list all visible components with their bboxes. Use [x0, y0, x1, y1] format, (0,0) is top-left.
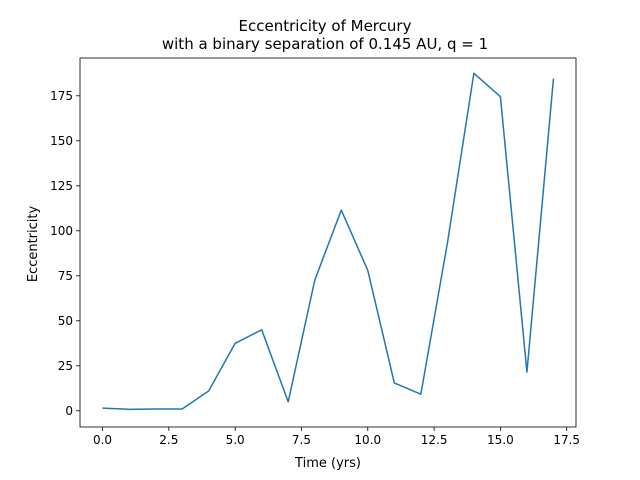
y-tick-label: 0 — [65, 404, 73, 418]
y-tick-label: 175 — [50, 89, 73, 103]
axes-frame — [79, 57, 577, 428]
chart-subtitle: with a binary separation of 0.145 AU, q … — [162, 35, 488, 53]
y-tick-label: 150 — [50, 134, 73, 148]
axes: 0.0 2.5 5.0 7.5 10.0 12.5 15.0 17.5 0 25 50 75 100 12… — [50, 57, 580, 447]
y-tick-label: 125 — [50, 179, 73, 193]
x-tick-label: 2.5 — [159, 433, 178, 447]
x-tick-label: 15.0 — [487, 433, 514, 447]
plot-area — [102, 72, 555, 411]
y-tick-label: 100 — [50, 224, 73, 238]
y-tick-label: 25 — [58, 359, 73, 373]
y-tick-label: 50 — [58, 314, 73, 328]
x-tick-label: 7.5 — [292, 433, 311, 447]
x-axis-label: Time (yrs) — [294, 456, 361, 471]
x-tick-label: 0.0 — [93, 433, 112, 447]
x-tick-label: 5.0 — [226, 433, 245, 447]
series-line-0 — [102, 72, 555, 411]
x-tick-label: 17.5 — [553, 433, 580, 447]
chart-title: Eccentricity of Mercury — [239, 17, 412, 35]
y-tick-label: 75 — [58, 269, 73, 283]
x-tick-label: 12.5 — [421, 433, 448, 447]
x-tick-label: 10.0 — [354, 433, 381, 447]
y-axis-label: Eccentricity — [26, 206, 41, 283]
